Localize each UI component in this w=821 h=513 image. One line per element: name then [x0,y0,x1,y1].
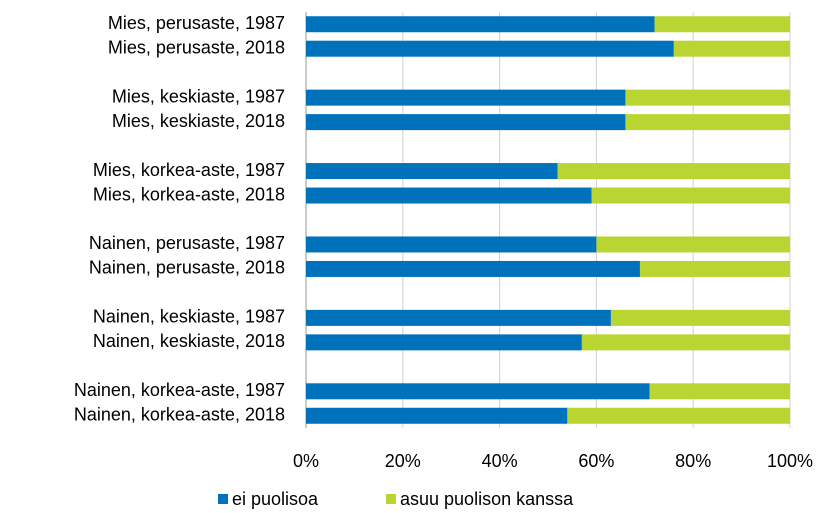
y-tick-label: Nainen, perusaste, 2018 [89,258,285,278]
bar [591,187,790,204]
legend-swatch [386,494,396,504]
y-tick-label: Mies, perusaste, 2018 [108,37,285,57]
bar [567,407,790,424]
x-tick-label: 100% [767,451,813,471]
bar [581,334,790,351]
x-tick-label: 80% [675,451,711,471]
bar [306,260,640,277]
bar [625,114,790,131]
bar [306,16,655,33]
bar [306,89,626,106]
y-tick-label: Mies, korkea-aste, 1987 [93,160,285,180]
bar [596,236,790,253]
legend-swatch [218,494,228,504]
y-tick-label: Mies, keskiaste, 1987 [112,86,285,106]
x-tick-label: 0% [293,451,319,471]
y-tick-label: Mies, keskiaste, 2018 [112,111,285,131]
bar [557,163,790,180]
y-tick-label: Nainen, perusaste, 1987 [89,233,285,253]
bar [639,260,790,277]
bar [649,383,790,400]
y-tick-label: Mies, korkea-aste, 2018 [93,184,285,204]
bar [673,40,790,57]
bar [306,187,592,204]
bar [610,309,790,326]
y-tick-label: Nainen, korkea-aste, 2018 [74,405,285,425]
x-tick-label: 40% [482,451,518,471]
bar [306,114,626,131]
bar [625,89,790,106]
bar [306,334,582,351]
y-tick-label: Nainen, keskiaste, 2018 [93,331,285,351]
legend-label: asuu puolison kanssa [400,489,574,509]
x-tick-label: 20% [385,451,421,471]
y-tick-label: Nainen, korkea-aste, 1987 [74,380,285,400]
bar [306,163,558,180]
bar [306,407,568,424]
bar [306,40,674,57]
bar [654,16,790,33]
bar [306,383,650,400]
legend-label: ei puolisoa [232,489,319,509]
y-tick-label: Nainen, keskiaste, 1987 [93,307,285,327]
x-tick-label: 60% [578,451,614,471]
y-tick-label: Mies, perusaste, 1987 [108,13,285,33]
bar [306,236,597,253]
bar [306,309,611,326]
